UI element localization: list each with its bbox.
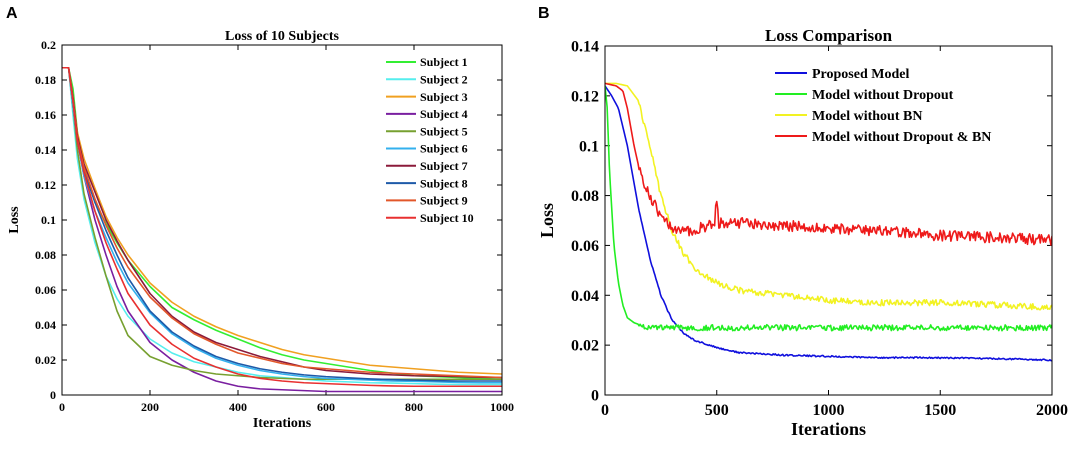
- chart-b: Loss Comparison 0 500 1000 1500 2000 0 0.02 0.04…: [537, 26, 1068, 439]
- chart-title: Loss of 10 Subjects: [225, 29, 340, 44]
- y-tick-label: 0.18: [35, 73, 56, 87]
- y-axis-label: Loss: [7, 206, 22, 234]
- y-tick-label: 0.06: [571, 238, 599, 255]
- series-group: [62, 66, 502, 393]
- y-tick-label: 0.12: [35, 178, 56, 192]
- legend-label: Subject 6: [420, 142, 468, 156]
- x-axis-label: Iterations: [791, 419, 866, 439]
- series-line-7: [62, 66, 502, 379]
- y-tick-label: 0.14: [35, 143, 56, 157]
- series-group: [605, 82, 1052, 362]
- legend: Subject 1 Subject 2 Subject 3 Subject 4 Subj…: [386, 55, 474, 225]
- y-tick-label: 0.14: [571, 39, 599, 56]
- series-line-6: [62, 66, 502, 384]
- plot-frame: [61, 44, 503, 396]
- series-line-3: [62, 66, 502, 375]
- y-tick-label: 0.2: [41, 38, 56, 52]
- x-tick-label: 500: [705, 402, 729, 419]
- x-tick-label: 800: [405, 400, 423, 414]
- legend-label: Subject 3: [420, 90, 468, 104]
- y-tick-label: 0.04: [35, 318, 56, 332]
- x-tick-label: 400: [229, 400, 247, 414]
- series-line-9: [62, 66, 502, 379]
- x-tick-label: 0: [59, 400, 65, 414]
- x-tick-label: 2000: [1036, 402, 1068, 419]
- x-tick-label: 0: [601, 402, 609, 419]
- x-tick-label: 1500: [924, 402, 956, 419]
- legend-label: Subject 1: [420, 55, 468, 69]
- y-tick-label: 0.1: [579, 138, 599, 155]
- legend-label: Subject 10: [420, 211, 474, 225]
- y-tick-label: 0.16: [35, 108, 56, 122]
- series-line-10: [62, 66, 502, 388]
- legend-label: Subject 7: [420, 159, 468, 173]
- y-tick-label: 0.04: [571, 288, 599, 305]
- x-tick-label: 1000: [490, 400, 514, 414]
- chart-title: Loss Comparison: [765, 26, 893, 45]
- legend-label: Subject 8: [420, 176, 468, 190]
- panel-a-letter: A: [6, 5, 18, 22]
- series-line-2: [62, 66, 502, 386]
- x-tick-label: 600: [317, 400, 335, 414]
- legend-label: Subject 5: [420, 124, 468, 138]
- y-tick-label: 0: [50, 388, 56, 402]
- y-tick-label: 0.1: [41, 213, 56, 227]
- series-line-1: [605, 85, 1052, 362]
- chart-a: Loss of 10 Subjects 0 200 400 600 800 1000 0 0.0…: [7, 29, 514, 431]
- legend-label: Model without Dropout & BN: [812, 130, 991, 145]
- legend-label: Model without Dropout: [812, 88, 954, 103]
- x-axis-label: Iterations: [253, 416, 312, 431]
- legend-label: Model without BN: [812, 109, 922, 124]
- y-tick-label: 0.06: [35, 283, 56, 297]
- y-tick-label: 0.02: [571, 338, 599, 355]
- legend-label: Subject 4: [420, 107, 468, 121]
- x-tick-label: 200: [141, 400, 159, 414]
- plot-frame: [604, 45, 1053, 396]
- series-line-2: [605, 85, 1052, 332]
- x-tick-label: 1000: [813, 402, 845, 419]
- y-tick-label: 0.08: [35, 248, 56, 262]
- y-axis-label: Loss: [537, 203, 557, 238]
- legend-label: Subject 9: [420, 194, 468, 208]
- y-tick-label: 0.08: [571, 188, 599, 205]
- series-line-4: [605, 82, 1052, 246]
- legend-label: Proposed Model: [812, 67, 909, 82]
- series-line-8: [62, 66, 502, 382]
- legend-label: Subject 2: [420, 73, 468, 87]
- y-tick-label: 0.12: [571, 88, 599, 105]
- panel-b-letter: B: [538, 5, 550, 22]
- legend: Proposed Model Model without Dropout Model…: [775, 67, 991, 145]
- series-line-3: [605, 82, 1052, 311]
- y-tick-label: 0: [591, 388, 599, 405]
- y-tick-label: 0.02: [35, 353, 56, 367]
